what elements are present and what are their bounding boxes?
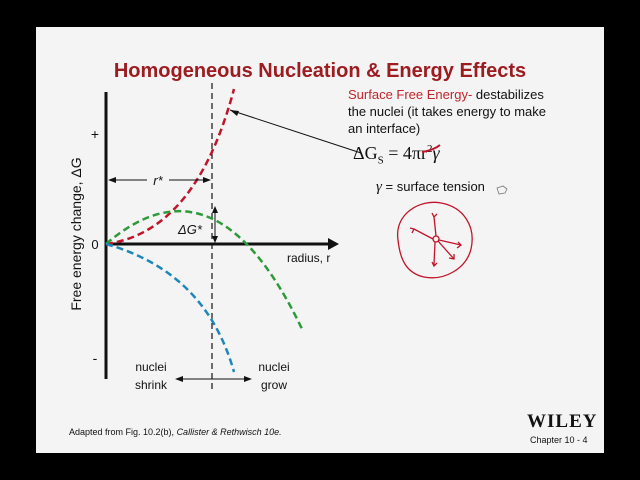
grow-label-2: grow bbox=[261, 378, 287, 392]
pointer-arrow-line bbox=[229, 109, 362, 154]
surface-free-energy-text-3: an interface) bbox=[348, 121, 421, 136]
shrink-label-2: shrink bbox=[135, 378, 168, 392]
x-axis-arrowhead bbox=[328, 238, 339, 250]
total-energy-curve bbox=[105, 209, 304, 330]
r-star-label: r* bbox=[153, 173, 163, 188]
grow-label-1: nuclei bbox=[258, 360, 289, 374]
surface-free-energy-line-1: Surface Free Energy- destabilizes bbox=[348, 86, 544, 103]
chapter-label: Chapter 10 - 4 bbox=[530, 435, 588, 445]
surface-energy-formula: ΔGS = 4πr2γ bbox=[353, 143, 440, 167]
pointer-arrow-head bbox=[230, 110, 239, 116]
delta-g-star-arrow-bottom-head bbox=[212, 236, 218, 243]
credit-source: Callister & Rethwisch 10e. bbox=[176, 427, 282, 437]
nucleus-sketch-icon bbox=[397, 201, 473, 279]
formula-subscript: S bbox=[377, 154, 384, 167]
y-tick-plus: + bbox=[91, 126, 99, 142]
delta-g-star-arrow-top-head bbox=[212, 206, 218, 213]
y-axis-label: Free energy change, ΔG bbox=[68, 157, 84, 310]
formula-exponent: 2 bbox=[426, 143, 433, 155]
x-axis-label: radius, r bbox=[287, 251, 330, 265]
credit-prefix: Adapted from Fig. 10.2(b), bbox=[69, 427, 177, 437]
r-star-label-bg bbox=[147, 170, 169, 188]
surface-energy-curve bbox=[105, 88, 236, 246]
gamma-underline-mark bbox=[421, 144, 441, 153]
y-tick-zero: 0 bbox=[91, 237, 98, 252]
slide: Homogeneous Nucleation & Energy Effects … bbox=[36, 27, 604, 453]
gamma-definition-text: = surface tension bbox=[381, 179, 485, 194]
y-tick-minus: - bbox=[93, 350, 98, 366]
surface-free-energy-text-1: destabilizes bbox=[472, 87, 544, 102]
slide-title: Homogeneous Nucleation & Energy Effects bbox=[113, 60, 527, 82]
shrink-arrow-head bbox=[175, 376, 183, 382]
delta-g-star-label: ΔG* bbox=[177, 222, 203, 237]
publisher-logo: WILEY bbox=[527, 411, 598, 432]
surface-free-energy-text-2: the nuclei (it takes energy to make bbox=[348, 104, 546, 119]
formula-lhs: ΔG bbox=[353, 143, 378, 163]
r-star-arrow-right-head bbox=[203, 177, 211, 183]
nucleation-diagram: r* ΔG* + 0 - Free energy change, ΔG radi… bbox=[68, 83, 508, 392]
volume-energy-curve bbox=[105, 242, 236, 373]
r-star-arrow-left-head bbox=[108, 177, 116, 183]
surface-free-energy-heading: Surface Free Energy- bbox=[348, 87, 473, 102]
formula-equals: = 4πr bbox=[383, 143, 427, 163]
formula-gamma: γ bbox=[432, 143, 440, 163]
grow-arrow-head bbox=[244, 376, 252, 382]
gamma-definition: γ = surface tension bbox=[376, 179, 485, 196]
pointer-hand-icon bbox=[496, 185, 508, 195]
gamma-symbol: γ bbox=[376, 179, 382, 195]
shrink-label-1: nuclei bbox=[135, 360, 166, 374]
figure-credit: Adapted from Fig. 10.2(b), Callister & R… bbox=[69, 427, 282, 437]
